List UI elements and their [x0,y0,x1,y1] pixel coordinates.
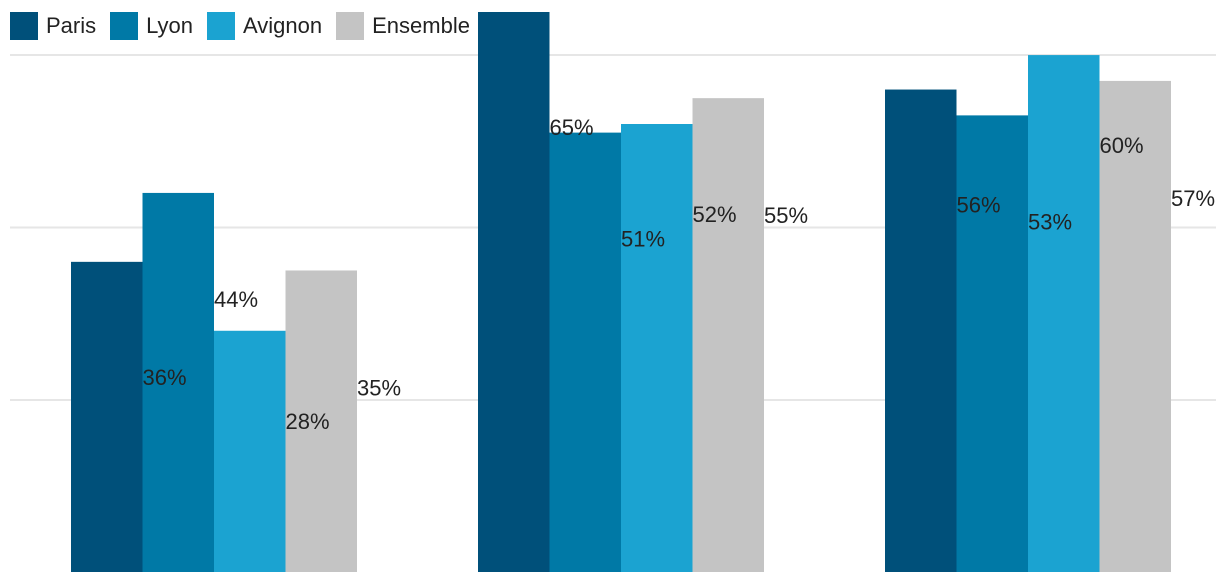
legend-item-lyon: Lyon [110,12,193,40]
bar-avignon-group-1 [214,330,286,572]
chart-legend: Paris Lyon Avignon Ensemble [10,10,484,42]
legend-label-lyon: Lyon [146,13,194,38]
value-label-avignon-group-1: 28% [286,409,330,434]
bar-lyon-group-1 [142,192,214,572]
legend-swatch-ensemble [336,12,365,40]
bar-ensemble-group-1 [285,270,357,572]
legend-item-paris: Paris [10,12,96,40]
value-label-lyon-group-1: 44% [214,287,258,312]
legend-swatch-avignon [207,12,236,40]
legend-item-avignon: Avignon [207,12,322,40]
value-label-ensemble-group-2: 55% [764,203,808,228]
value-label-avignon-group-2: 52% [693,202,737,227]
value-label-paris-group-2: 65% [550,115,594,140]
bars [71,12,1171,572]
bar-ensemble-group-3 [1099,80,1171,572]
bar-avignon-group-2 [621,124,693,572]
value-label-lyon-group-2: 51% [621,227,665,252]
bar-avignon-group-3 [1028,55,1100,572]
value-label-paris-group-1: 36% [143,365,187,390]
bar-paris-group-1 [71,261,143,572]
bar-ensemble-group-2 [692,98,764,572]
value-label-ensemble-group-3: 57% [1171,186,1215,211]
legend-label-paris: Paris [46,13,97,38]
value-label-paris-group-3: 56% [957,193,1001,218]
value-label-lyon-group-3: 53% [1028,209,1072,234]
bar-paris-group-2 [478,12,550,572]
bar-lyon-group-3 [956,115,1028,572]
bar-lyon-group-2 [549,132,621,572]
value-labels: 36% 44% 28% 35% 65% 51% 52% 55% 56% 53% 60% 57% [143,115,1216,434]
legend-swatch-lyon [110,12,139,40]
legend-label-avignon: Avignon [243,13,323,38]
bar-paris-group-3 [885,89,957,572]
value-label-avignon-group-3: 60% [1100,133,1144,158]
legend-item-ensemble: Ensemble [336,12,470,40]
legend-swatch-paris [10,12,38,40]
legend-label-ensemble: Ensemble [372,13,470,38]
value-label-ensemble-group-1: 35% [357,375,401,400]
